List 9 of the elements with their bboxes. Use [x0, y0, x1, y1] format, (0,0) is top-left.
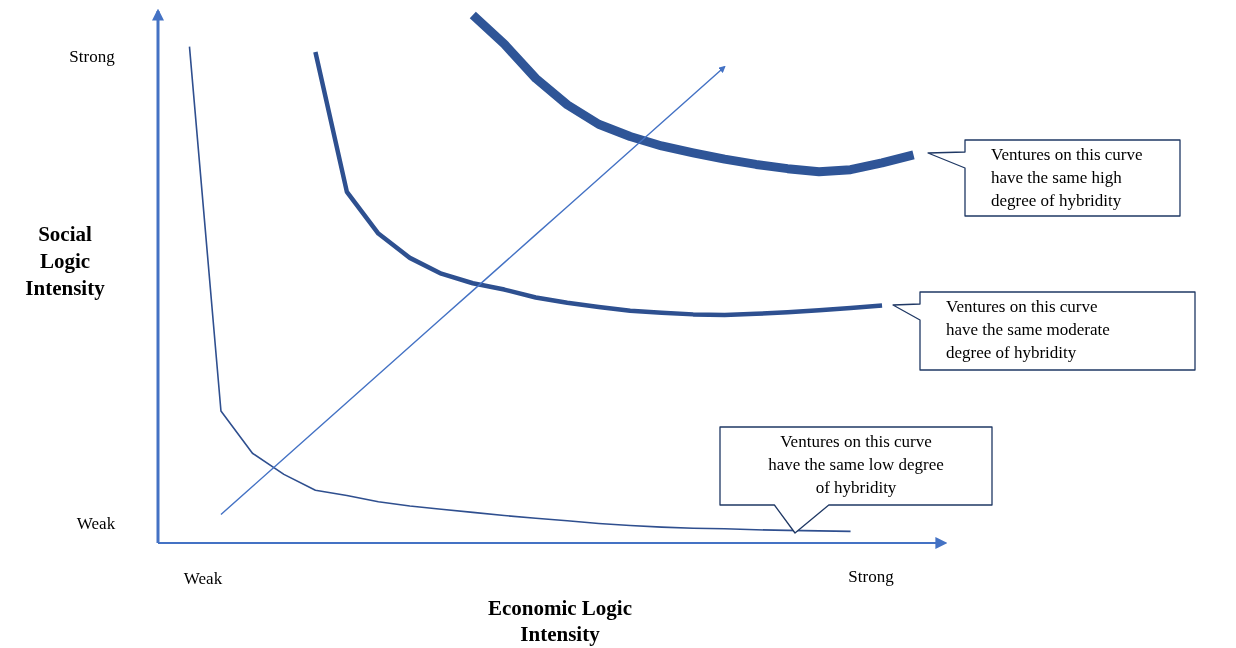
text: Weak — [183, 569, 223, 588]
text: Weak — [76, 514, 116, 533]
text: Ventures on this curve have the same high degree of hybridity — [991, 145, 1143, 210]
x-axis-title: Economic Logic Intensity — [487, 596, 633, 646]
text: Ventures on this curve have the same moderate degree of hybridity — [946, 297, 1110, 362]
text: Strong — [848, 567, 895, 586]
y-axis-title: Social Logic Intensity — [25, 222, 106, 300]
annotation: Ventures on this curve have the same low degree of hybridity — [768, 432, 944, 497]
text: Strong — [69, 47, 116, 66]
